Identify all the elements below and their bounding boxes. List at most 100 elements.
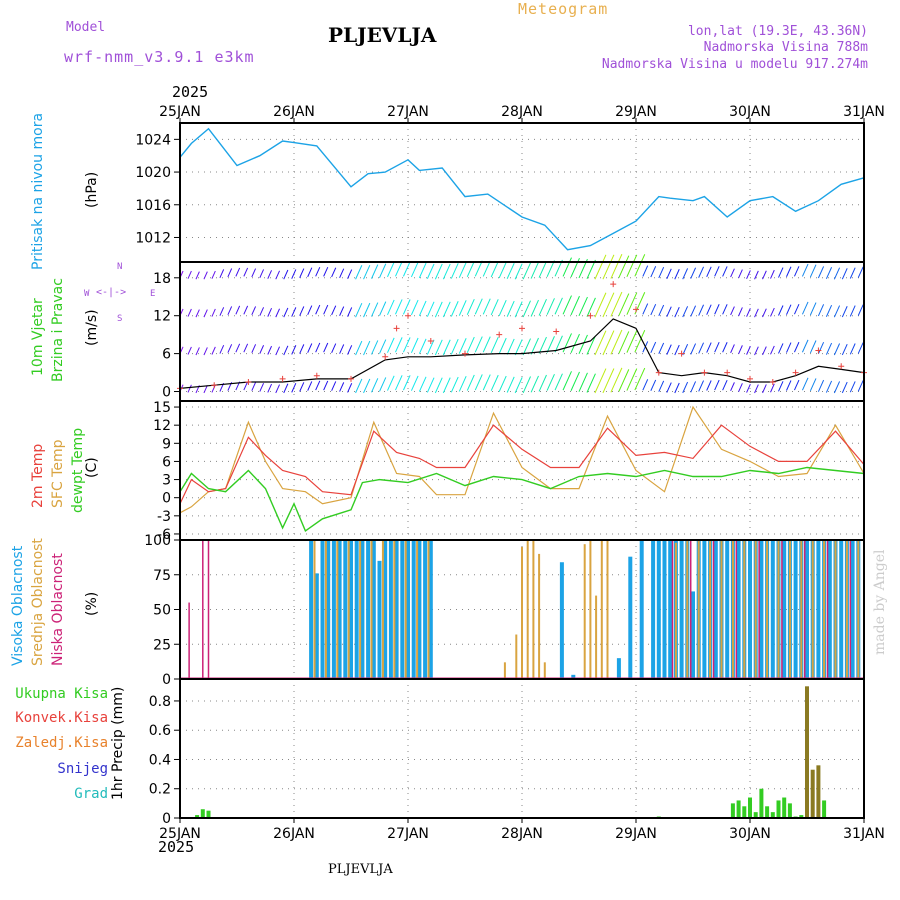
wind-barb <box>809 378 817 392</box>
cloud-bar <box>354 540 359 679</box>
y-tick-label: 50 <box>153 603 171 619</box>
wind-barb <box>610 367 623 393</box>
wind-barb <box>387 337 395 353</box>
wind-barb <box>722 266 728 277</box>
wind-barb <box>642 265 649 277</box>
wind-barb <box>410 299 419 316</box>
wind-barb <box>299 382 305 392</box>
cloud-bar <box>782 540 787 679</box>
wind-barb <box>482 336 491 353</box>
cloud-bar <box>651 540 656 679</box>
wind-barb <box>267 270 273 279</box>
wind-gust-mark <box>279 375 286 382</box>
cloud-bar <box>712 540 715 679</box>
bottom-day-label: 31JAN <box>843 826 885 842</box>
cloud-bar <box>736 540 741 679</box>
wind-barb <box>283 383 289 394</box>
precip-bar <box>799 815 804 818</box>
wind-barb <box>570 258 580 278</box>
cloud-bar <box>416 540 419 679</box>
wind-barb <box>219 269 225 278</box>
wind-barb <box>746 270 751 280</box>
wind-gust-mark <box>382 353 389 360</box>
wind-barb <box>586 297 596 317</box>
cloud-bar <box>844 540 849 679</box>
cloud-bar <box>383 540 388 679</box>
wind-barb <box>666 268 672 280</box>
wind-barb <box>514 339 523 356</box>
wind-barb <box>331 343 337 353</box>
cloud-bar <box>628 556 633 679</box>
wind-barb <box>610 291 623 317</box>
precip-bar <box>730 803 735 818</box>
wind-barb <box>371 302 379 317</box>
wind-barb <box>458 375 467 392</box>
wind-barb <box>219 382 225 392</box>
model-label: Model <box>66 20 106 35</box>
wind-barb <box>339 382 345 392</box>
precip-bar <box>770 812 775 818</box>
cloud-bar <box>616 658 621 679</box>
cloud-bar <box>793 540 798 679</box>
cloud-bar <box>696 540 701 679</box>
cloud-bar <box>662 540 667 679</box>
wind-barb <box>514 263 523 280</box>
wind-gust-mark <box>815 347 822 354</box>
cloud-bar <box>381 540 384 679</box>
cloud-bar <box>331 540 336 679</box>
wind-barb <box>474 260 483 277</box>
wind-barb <box>418 300 427 316</box>
wind-barb <box>379 263 387 278</box>
compass-icon: <-|-> <box>96 287 127 298</box>
wind-barb <box>714 304 720 315</box>
wind-barb <box>315 380 321 391</box>
wind-barb <box>187 384 192 393</box>
pressure-label: Pritisak na nivou mora <box>30 112 46 270</box>
wind-barb <box>418 262 427 279</box>
wind-barb <box>187 308 192 317</box>
wind-barb <box>658 380 665 392</box>
wind-barb <box>618 331 630 354</box>
wind-barb <box>474 298 483 315</box>
wind-barb <box>187 270 192 279</box>
wind-barb <box>490 299 499 316</box>
meteogram-title: Meteogram <box>518 0 609 18</box>
precip-bar <box>765 806 770 818</box>
wind-barb <box>482 298 491 315</box>
wind-barb <box>682 381 689 394</box>
low-cloud-label: Niska Oblacnost <box>50 553 66 666</box>
wind-barb <box>562 333 572 353</box>
cloud-bar <box>754 540 757 679</box>
wind-gust-mark <box>313 372 320 379</box>
wind-barb <box>658 342 665 354</box>
wind-barb <box>235 267 241 277</box>
wind-barb <box>275 270 280 280</box>
wind-barb <box>762 308 767 318</box>
cloud-bar <box>538 553 541 679</box>
wind-gust-mark <box>633 306 639 313</box>
snow-label: Snijeg <box>57 761 108 777</box>
cloud-bar <box>188 602 190 679</box>
wind-barb <box>426 301 435 317</box>
wind-barb <box>227 306 233 316</box>
wind-barb <box>514 377 523 394</box>
precip-bar <box>742 806 747 818</box>
wind-barb <box>770 345 775 355</box>
wind-gust-mark <box>747 375 753 382</box>
wind-barb <box>522 338 531 356</box>
wind-barb <box>570 371 580 391</box>
wind-barb <box>602 254 615 280</box>
wind-barb <box>730 382 735 391</box>
total-precip-label: Ukupna Kisa <box>15 686 108 702</box>
wind-barb <box>666 306 672 317</box>
cloud-bar <box>428 540 433 679</box>
wind-barb <box>626 368 638 391</box>
cloud-bar <box>803 540 806 679</box>
wind-barb <box>418 376 427 392</box>
wind-barb <box>331 381 337 391</box>
cloud-bar <box>697 540 700 679</box>
wind-barb <box>857 342 864 354</box>
wind-barb <box>817 379 825 392</box>
wind-barb <box>794 341 800 353</box>
wind-barb <box>618 255 630 278</box>
